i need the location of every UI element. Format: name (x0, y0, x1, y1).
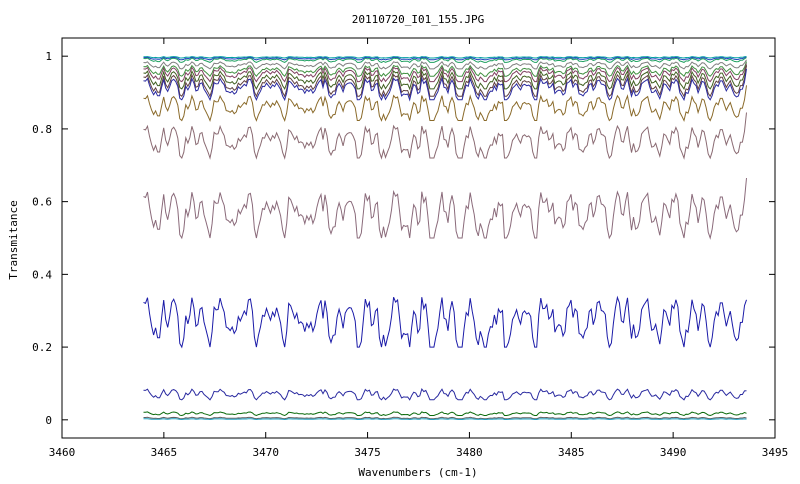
x-tick-label: 3480 (456, 446, 483, 459)
series-line-16 (143, 416, 747, 420)
y-tick-label: 0.4 (32, 268, 52, 281)
series-line-8 (143, 65, 747, 98)
y-axis-label: Transmitance (7, 200, 20, 279)
series-line-4 (143, 59, 747, 70)
x-tick-label: 3470 (252, 446, 279, 459)
series-line-9 (143, 68, 747, 102)
series-line-6 (143, 63, 747, 83)
x-tick-label: 3475 (354, 446, 381, 459)
series-line-1 (143, 56, 747, 59)
y-tick-label: 0.8 (32, 123, 52, 136)
chart-title: 20110720_I01_155.JPG (352, 13, 484, 26)
series-line-10 (143, 85, 747, 123)
y-tick-label: 0 (45, 414, 52, 427)
x-axis-label: Wavenumbers (cm-1) (358, 466, 477, 479)
series-layer (143, 56, 747, 421)
series-line-12 (143, 177, 747, 240)
x-tick-label: 3490 (660, 446, 687, 459)
y-tick-label: 0.2 (32, 341, 52, 354)
series-line-7 (143, 65, 747, 91)
series-line-13 (143, 295, 747, 349)
series-line-2 (143, 56, 747, 61)
y-tick-label: 0.6 (32, 196, 52, 209)
series-line-15 (143, 411, 747, 417)
series-line-14 (143, 388, 747, 401)
series-line-11 (143, 112, 747, 160)
tick-layer: 3460 3465 3470 3475 3480 3485 3490 3495 0 0.2 0.4 0… (32, 38, 788, 459)
plot-frame (61, 37, 776, 439)
y-tick-label: 1 (45, 50, 52, 63)
x-tick-label: 3460 (49, 446, 76, 459)
series-line-5 (143, 61, 747, 78)
x-tick-label: 3465 (151, 446, 178, 459)
series-line-17 (143, 418, 747, 421)
x-tick-label: 3495 (762, 446, 789, 459)
series-line-3 (143, 57, 747, 64)
x-tick-label: 3485 (558, 446, 585, 459)
